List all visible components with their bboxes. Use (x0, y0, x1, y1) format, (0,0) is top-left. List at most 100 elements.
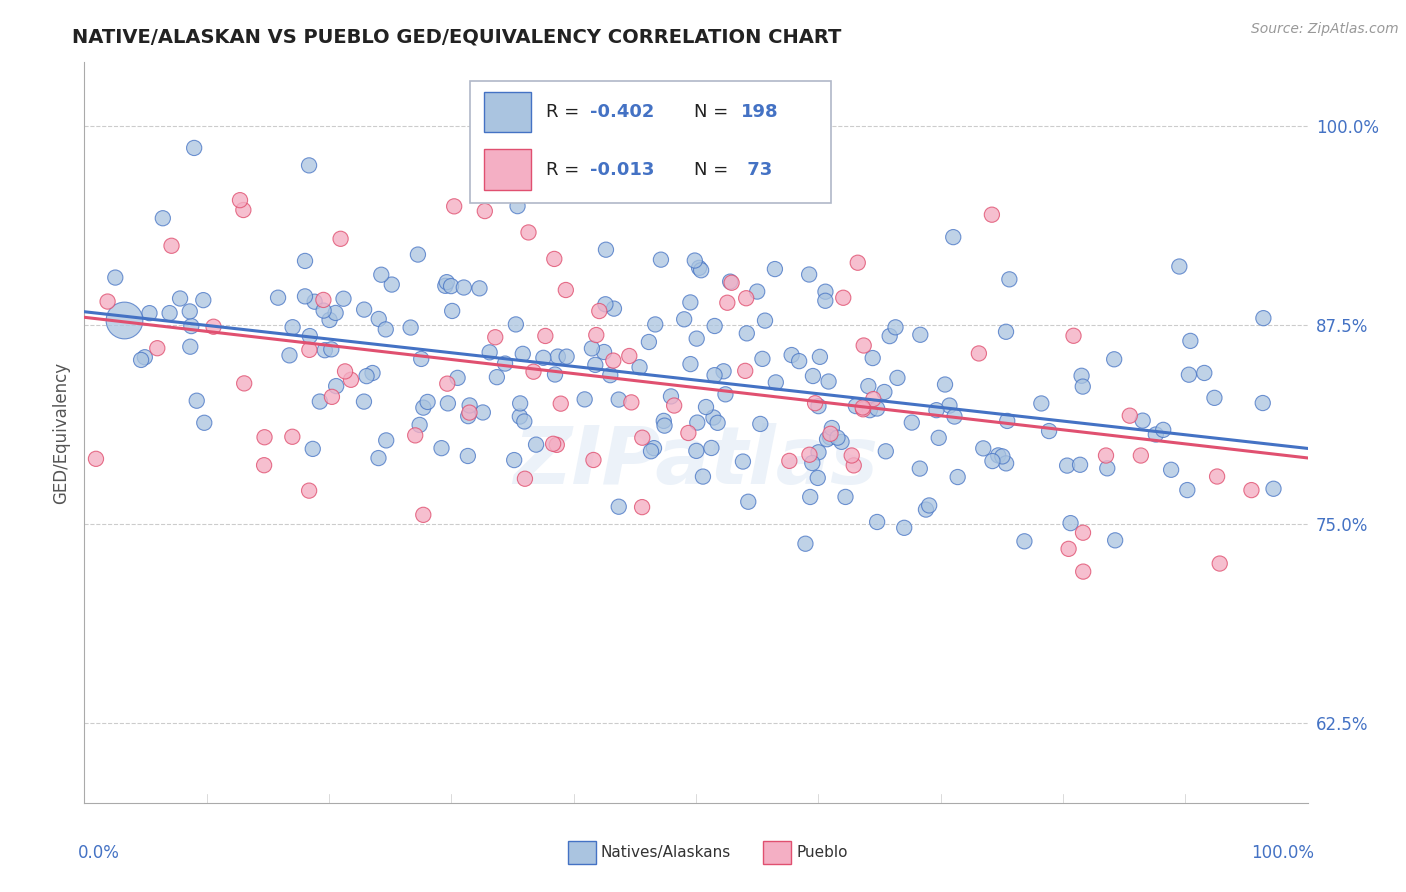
Point (735, 326, 758, 341)
Point (202, 319, 225, 334)
Point (193, 293, 215, 307)
Point (281, 320, 304, 334)
Point (458, 399, 481, 413)
Point (457, 409, 479, 424)
Point (160, 239, 183, 253)
Point (138, 306, 160, 320)
Point (325, 306, 347, 320)
Text: 73: 73 (741, 161, 772, 178)
Point (1160, 463, 1182, 477)
Point (787, 354, 810, 368)
Point (321, 343, 343, 357)
Point (585, 328, 607, 343)
Point (893, 521, 915, 535)
Point (298, 483, 321, 498)
Point (1104, 533, 1126, 548)
Point (1168, 260, 1191, 274)
Point (934, 377, 956, 392)
Point (915, 502, 938, 516)
Point (747, 285, 769, 299)
Point (797, 268, 820, 282)
Point (683, 253, 706, 268)
Point (555, 350, 578, 364)
Point (631, 500, 654, 515)
Point (367, 312, 389, 326)
Point (1014, 534, 1036, 549)
Point (1097, 461, 1119, 475)
Point (831, 434, 853, 449)
Point (620, 395, 643, 409)
Point (183, 141, 205, 155)
Point (353, 394, 375, 409)
Point (186, 393, 208, 408)
Point (814, 293, 837, 308)
Point (169, 292, 191, 306)
Point (1180, 334, 1202, 348)
Point (531, 351, 554, 365)
Point (765, 376, 787, 390)
Bar (763, 841, 792, 863)
Point (731, 454, 754, 468)
Point (808, 350, 831, 364)
Point (582, 453, 605, 467)
Point (152, 211, 174, 226)
Point (503, 453, 526, 467)
Point (841, 449, 863, 463)
Point (457, 449, 479, 463)
Point (804, 396, 827, 410)
Point (547, 350, 569, 364)
Point (333, 364, 356, 378)
Point (842, 458, 865, 473)
Point (312, 293, 335, 307)
Point (506, 199, 529, 213)
Point (134, 350, 156, 364)
Point (1071, 525, 1094, 540)
Point (512, 347, 534, 361)
Point (494, 357, 516, 371)
Point (581, 342, 603, 356)
Point (453, 280, 475, 294)
Point (799, 490, 821, 504)
Point (1204, 391, 1226, 405)
Point (991, 450, 1014, 464)
Point (298, 343, 321, 357)
Point (412, 401, 434, 415)
Point (232, 202, 254, 217)
Point (619, 349, 641, 363)
Point (374, 322, 396, 336)
Point (908, 461, 931, 475)
Point (593, 345, 616, 359)
Point (685, 443, 707, 458)
Point (193, 416, 215, 430)
Point (478, 345, 501, 359)
Point (441, 304, 464, 318)
Point (301, 442, 323, 456)
Point (1178, 368, 1201, 382)
Point (436, 376, 458, 391)
Point (278, 348, 301, 362)
Point (416, 395, 439, 409)
Text: NATIVE/ALASKAN VS PUEBLO GED/EQUIVALENCY CORRELATION CHART: NATIVE/ALASKAN VS PUEBLO GED/EQUIVALENCY… (72, 28, 842, 47)
Point (312, 303, 335, 318)
Point (1063, 328, 1085, 343)
Point (1102, 352, 1125, 367)
Point (737, 494, 759, 508)
Point (778, 454, 800, 468)
Text: -0.402: -0.402 (589, 103, 654, 121)
Point (180, 319, 202, 334)
Point (304, 294, 326, 309)
Point (112, 313, 135, 327)
Point (522, 365, 544, 379)
Text: -0.013: -0.013 (589, 161, 654, 178)
Point (294, 289, 316, 303)
Point (640, 444, 662, 458)
Point (846, 256, 869, 270)
Point (827, 431, 849, 445)
Point (340, 373, 363, 387)
Point (1059, 516, 1081, 530)
Point (628, 360, 651, 375)
Point (807, 445, 830, 459)
Point (399, 320, 422, 334)
Point (440, 279, 463, 293)
Point (436, 275, 458, 289)
